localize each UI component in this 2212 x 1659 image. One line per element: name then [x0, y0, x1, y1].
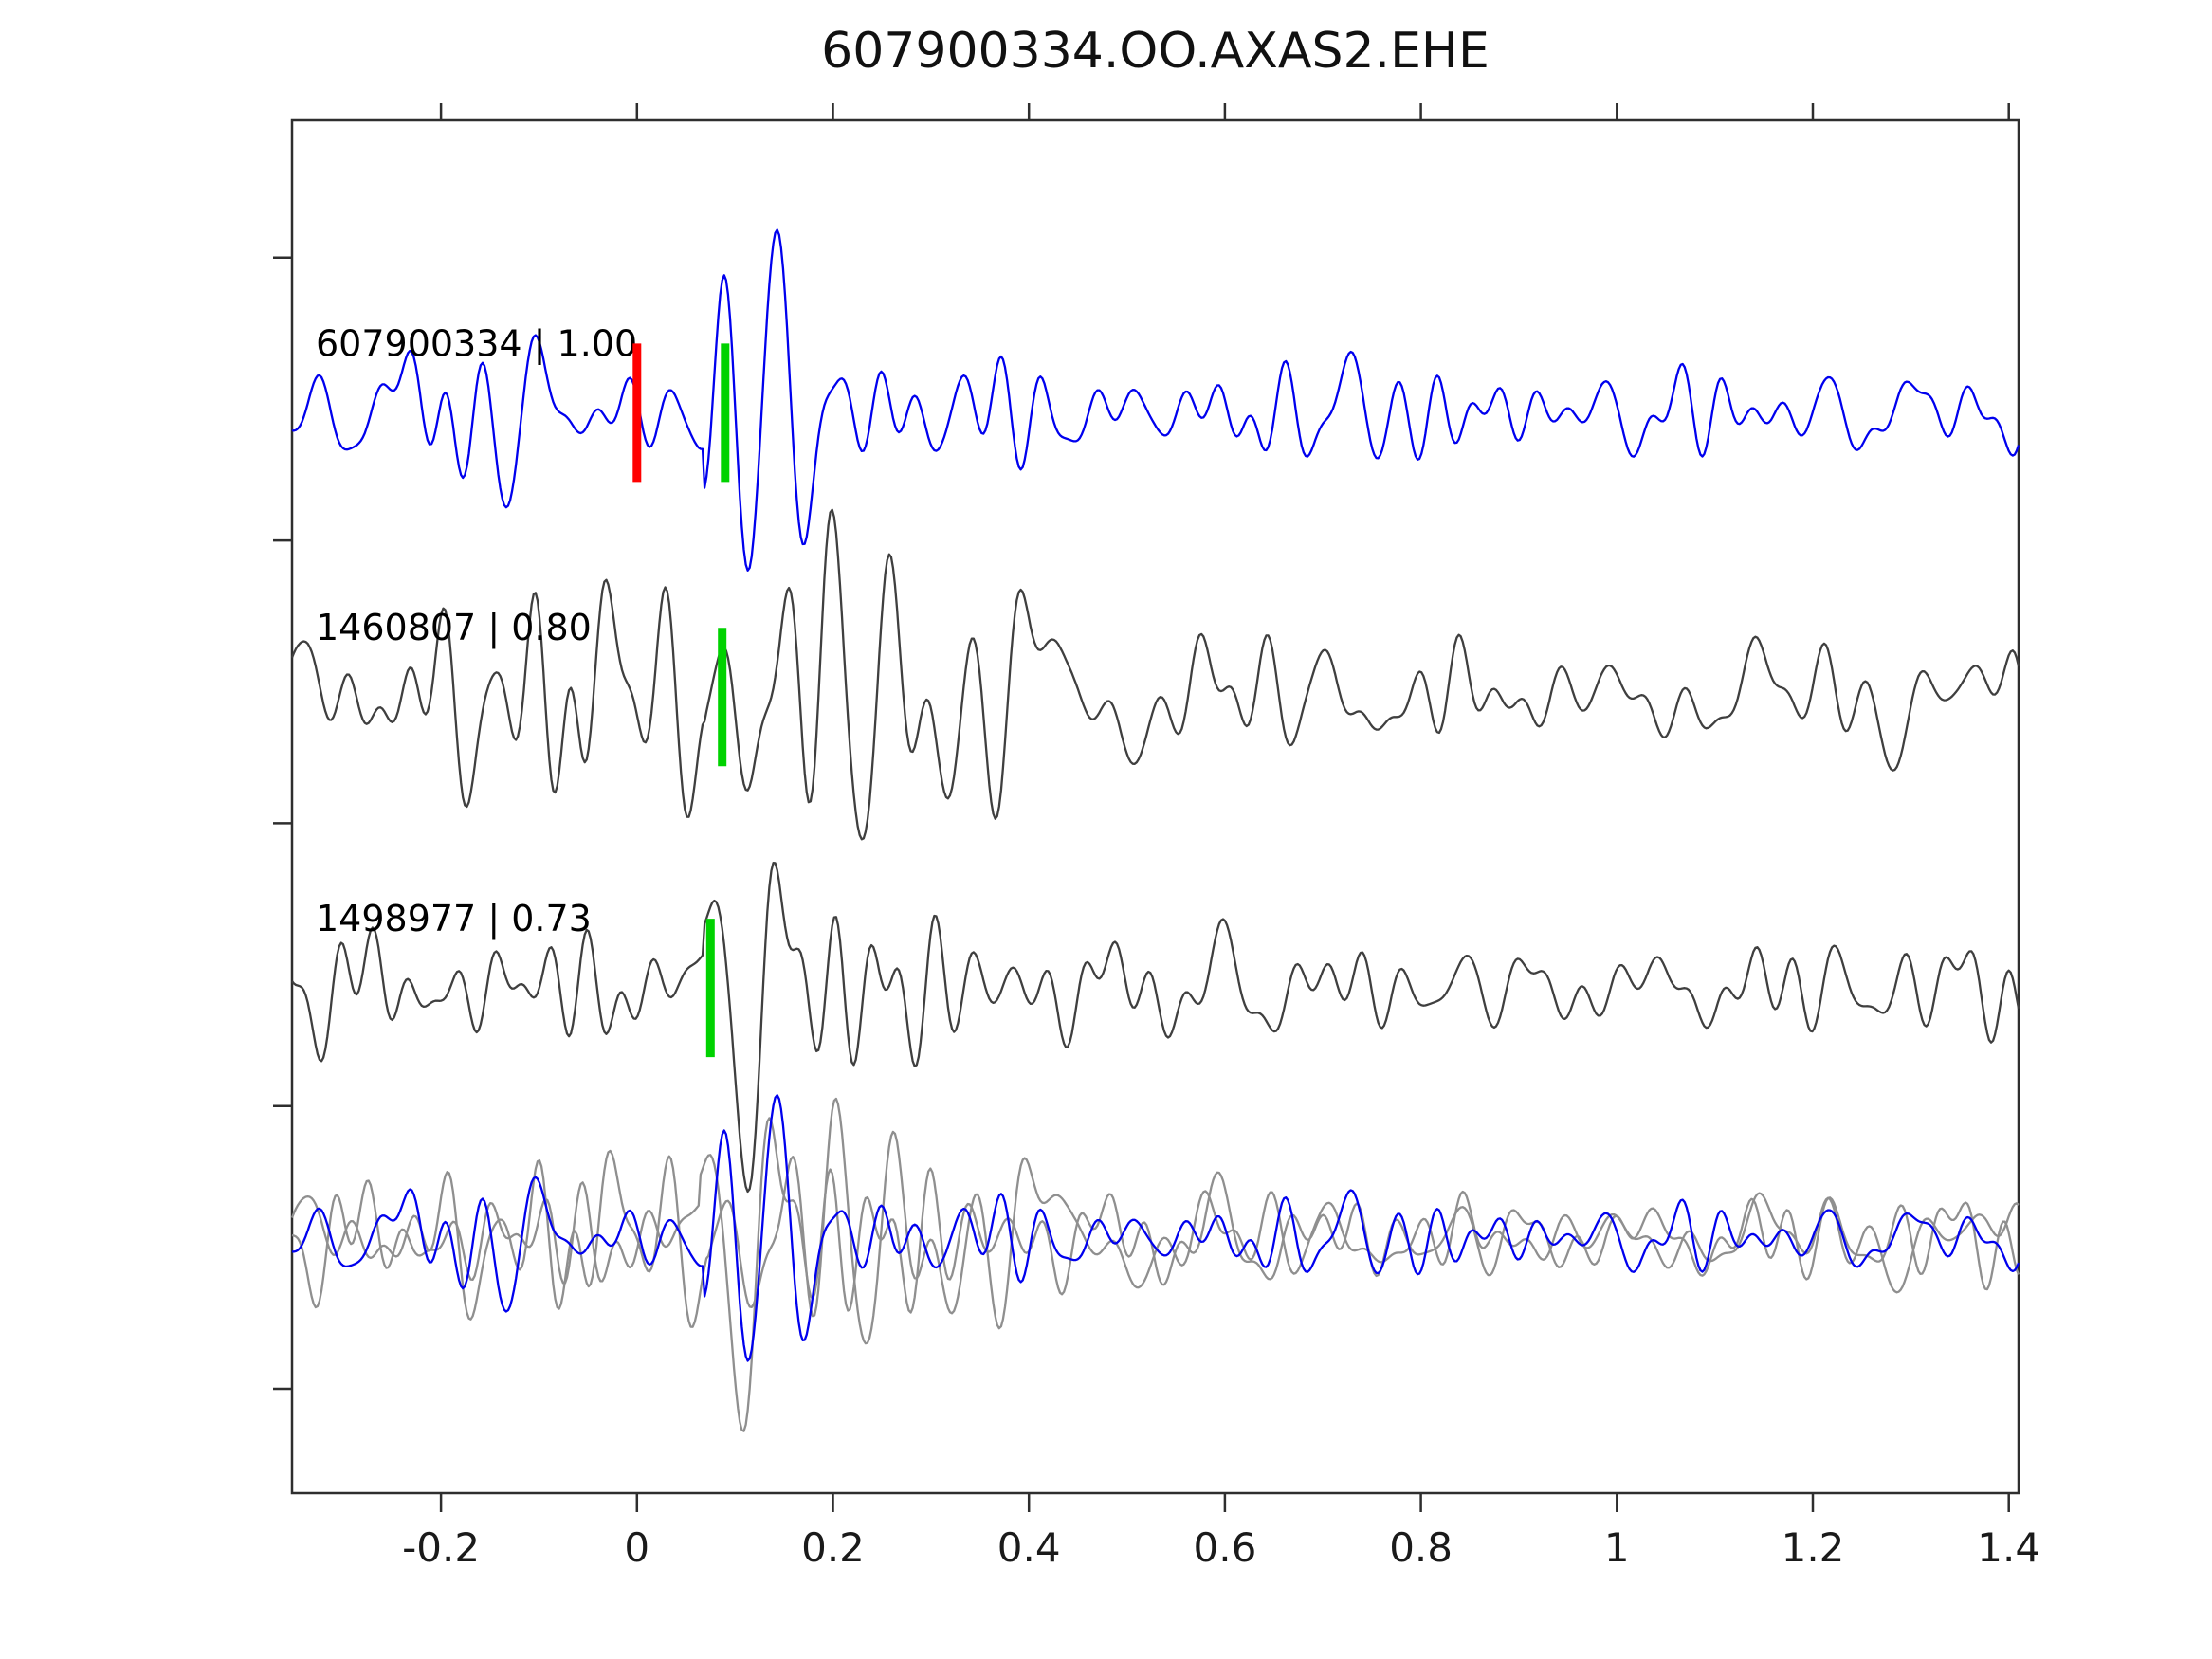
x-tick-label: 1.4 [1977, 1524, 2040, 1571]
waveform-trace-1460807 [290, 508, 2020, 841]
waveform-trace-1498977 [291, 862, 2020, 1194]
x-tick-label: 1.2 [1782, 1524, 1845, 1571]
x-tick-label: 1 [1604, 1524, 1630, 1571]
trace-label-1460807: 1460807 | 0.80 [316, 607, 592, 649]
overlay-trace-1460807 [290, 1097, 2020, 1345]
trace-label-1498977: 1498977 | 0.73 [316, 898, 592, 940]
overlay-trace-1498977 [291, 1117, 2020, 1432]
x-tick-label: -0.2 [402, 1524, 480, 1571]
x-tick-label: 0.2 [801, 1524, 865, 1571]
x-tick-label: 0 [624, 1524, 649, 1571]
plot-frame [290, 118, 2020, 1495]
x-tick-label: 0.6 [1194, 1524, 1257, 1571]
trace-label-607900334: 607900334 | 1.00 [316, 322, 637, 365]
x-tick-label: 0.8 [1389, 1524, 1453, 1571]
x-tick-label: 0.4 [997, 1524, 1061, 1571]
overlay-trace-607900334 [291, 1094, 2020, 1362]
waveform-trace-607900334 [291, 228, 2020, 572]
figure-title: 607900334.OO.AXAS2.EHE [821, 23, 1490, 80]
